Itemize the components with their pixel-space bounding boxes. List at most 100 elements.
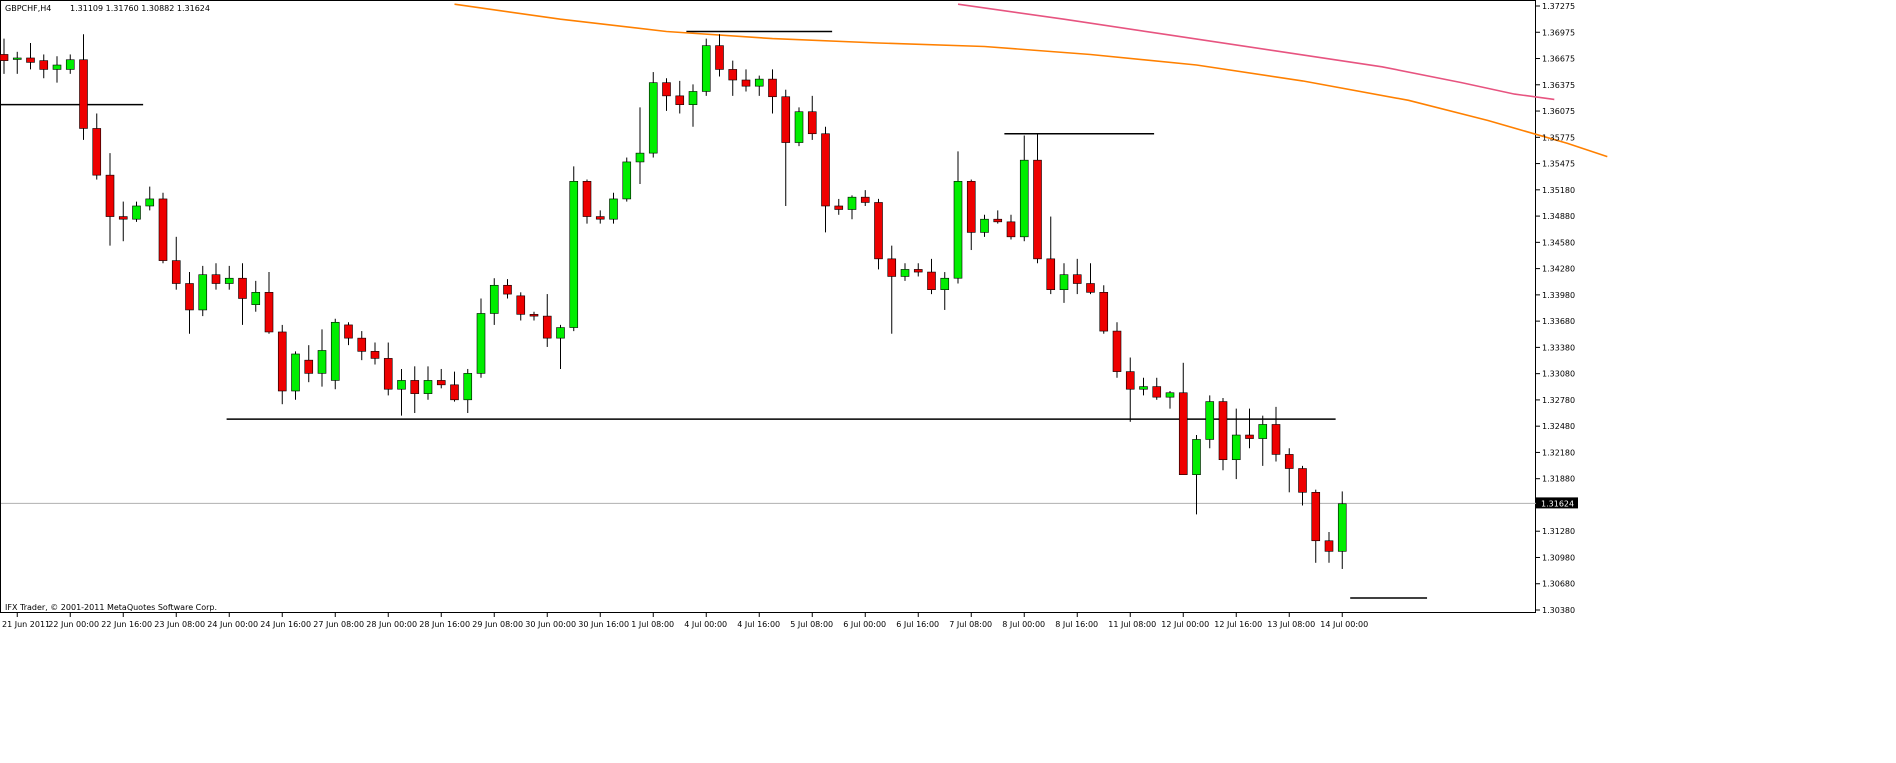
- candle-body: [291, 353, 300, 392]
- candle-body: [12, 57, 22, 60]
- candle-31: [410, 366, 420, 414]
- candle-90: [1192, 435, 1201, 515]
- copyright-notice: IFX Trader, © 2001-2011 MetaQuotes Softw…: [5, 603, 217, 612]
- candle-body: [383, 358, 393, 390]
- candle-body: [1165, 392, 1175, 398]
- candle-body: [145, 198, 155, 207]
- plot-area[interactable]: [0, 0, 1608, 613]
- x-tick-label: 24 Jun 16:00: [260, 620, 311, 629]
- candle-2: [26, 43, 35, 70]
- candle-body: [0, 54, 9, 61]
- candle-72: [953, 151, 963, 284]
- candle-body: [489, 284, 499, 314]
- candle-55: [728, 60, 738, 96]
- candle-54: [715, 34, 724, 77]
- x-tick-label: 28 Jun 00:00: [366, 620, 417, 629]
- candle-12: [158, 192, 168, 264]
- x-tick-label: 12 Jul 16:00: [1214, 620, 1262, 629]
- candle-10: [132, 201, 141, 222]
- candle-28: [370, 342, 380, 365]
- candle-49: [648, 72, 658, 158]
- candle-body: [768, 78, 777, 98]
- candle-body: [807, 111, 817, 135]
- candle-62: [821, 126, 830, 233]
- candle-body: [211, 274, 221, 284]
- y-tick-label: 1.32480: [1542, 422, 1575, 431]
- candle-body: [1258, 424, 1268, 439]
- candle-body: [65, 59, 75, 70]
- candle-body: [52, 64, 62, 70]
- candle-23: [304, 345, 314, 383]
- candle-body: [821, 133, 830, 207]
- candle-body: [1311, 492, 1321, 542]
- candle-82: [1086, 263, 1095, 295]
- y-tick-label: 1.33980: [1542, 291, 1575, 300]
- candle-body: [423, 380, 433, 394]
- candle-body: [251, 292, 261, 305]
- candle-84: [1112, 322, 1122, 378]
- candle-57: [754, 75, 764, 96]
- candle-9: [118, 201, 128, 242]
- candle-body: [476, 313, 486, 374]
- candle-body: [185, 283, 194, 311]
- candle-37: [489, 278, 499, 325]
- candle-body: [900, 269, 910, 277]
- candle-50: [662, 78, 671, 111]
- y-tick-label: 1.35180: [1542, 186, 1575, 195]
- candle-body: [397, 380, 406, 390]
- candle-4: [52, 56, 62, 83]
- candle-41: [542, 294, 552, 347]
- candle-25: [330, 318, 340, 390]
- candle-body: [993, 218, 1003, 223]
- candle-39: [516, 292, 526, 321]
- candle-30: [397, 368, 406, 416]
- candle-32: [423, 366, 433, 400]
- x-tick-label: 30 Jun 00:00: [525, 620, 576, 629]
- y-axis: 1.37275 1.36975 1.36675 1.36375 1.36075 1.357…: [1536, 2, 1575, 615]
- candle-73: [966, 179, 976, 251]
- candle-body: [344, 324, 353, 339]
- candle-63: [834, 198, 844, 215]
- candle-43: [569, 166, 579, 332]
- candle-body: [1271, 424, 1281, 455]
- candle-body: [105, 174, 115, 217]
- plot-frame: [0, 0, 1536, 613]
- candle-body: [1099, 292, 1109, 332]
- candle-body: [1178, 392, 1188, 475]
- candle-77: [1019, 135, 1029, 242]
- candle-body: [927, 271, 936, 290]
- x-tick-label: 29 Jun 08:00: [472, 620, 523, 629]
- candle-body: [118, 216, 128, 220]
- candle-59: [781, 89, 791, 206]
- candle-60: [794, 107, 804, 147]
- x-tick-label: 22 Jun 16:00: [101, 620, 152, 629]
- current-price-box: [1536, 497, 1578, 509]
- candle-76: [1006, 214, 1016, 240]
- candle-42: [556, 324, 565, 369]
- y-tick-label: 1.34280: [1542, 265, 1575, 274]
- y-tick-label: 1.34580: [1542, 238, 1575, 247]
- candle-body: [1205, 401, 1215, 440]
- y-tick-label: 1.30380: [1542, 606, 1575, 615]
- candle-15: [198, 265, 208, 317]
- candle-100: [1324, 531, 1334, 563]
- x-tick-label: 22 Jun 00:00: [48, 620, 99, 629]
- candle-80: [1059, 263, 1069, 303]
- candle-body: [171, 260, 181, 284]
- candle-body: [264, 292, 274, 333]
- candle-body: [26, 57, 35, 63]
- candle-79: [1046, 216, 1056, 295]
- candle-98: [1298, 465, 1307, 506]
- candle-body: [887, 258, 897, 277]
- candle-70: [927, 258, 936, 295]
- candle-38: [503, 279, 512, 299]
- candle-body: [635, 152, 645, 163]
- candle-19: [251, 280, 261, 312]
- candle-14: [185, 272, 194, 334]
- candle-3: [39, 54, 49, 79]
- y-tick-label: 1.34880: [1542, 212, 1575, 221]
- y-tick-label: 1.32180: [1542, 448, 1575, 457]
- chart-ohlc-readout: 1.31109 1.31760 1.30882 1.31624: [70, 4, 210, 13]
- candle-body: [1019, 159, 1029, 238]
